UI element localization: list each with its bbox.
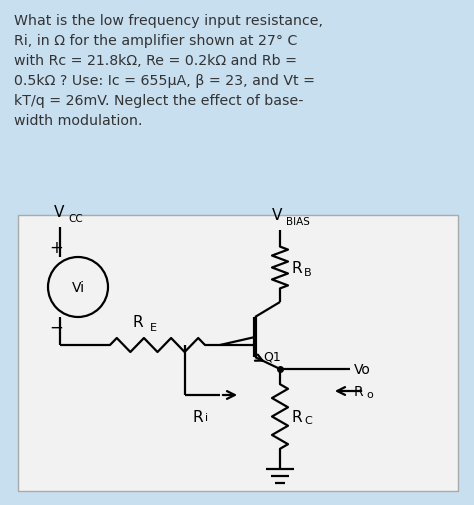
Text: BIAS: BIAS xyxy=(286,217,310,227)
Text: Vo: Vo xyxy=(354,362,371,376)
Text: R: R xyxy=(292,409,302,424)
Text: R: R xyxy=(193,409,204,424)
Text: R: R xyxy=(354,384,364,398)
Text: B: B xyxy=(304,267,311,277)
Text: E: E xyxy=(150,322,157,332)
Text: R: R xyxy=(292,261,302,275)
Text: i: i xyxy=(205,412,208,422)
Text: V: V xyxy=(54,205,64,220)
Text: C: C xyxy=(304,416,312,426)
Text: +: + xyxy=(49,238,63,257)
FancyBboxPatch shape xyxy=(18,216,458,491)
Text: What is the low frequency input resistance,
Ri, in Ω for the amplifier shown at : What is the low frequency input resistan… xyxy=(14,14,323,128)
Text: Vi: Vi xyxy=(72,280,84,294)
Text: R: R xyxy=(133,315,143,329)
Text: o: o xyxy=(366,389,373,399)
Text: V: V xyxy=(272,208,283,223)
Text: −: − xyxy=(49,318,63,336)
Text: CC: CC xyxy=(68,214,83,224)
Text: Q1: Q1 xyxy=(263,350,281,363)
